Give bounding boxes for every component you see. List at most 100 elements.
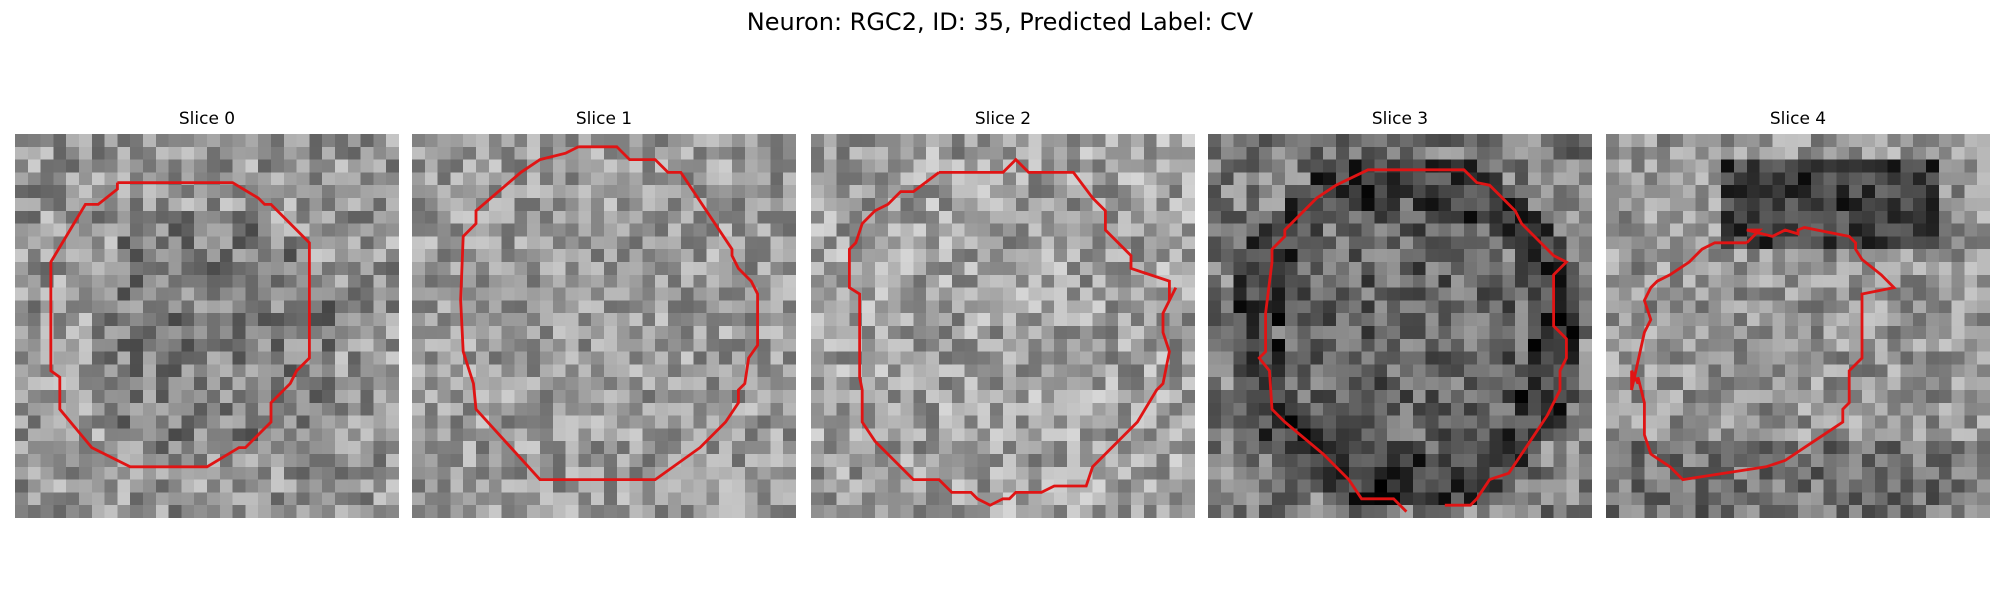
pixel-cell: [1425, 428, 1439, 442]
pixel-cell: [79, 300, 93, 314]
pixel-cell: [668, 300, 682, 314]
pixel-cell: [732, 210, 746, 224]
pixel-cell: [823, 441, 837, 455]
pixel-cell: [1208, 390, 1222, 404]
pixel-cell: [1849, 223, 1863, 237]
pixel-cell: [143, 159, 157, 173]
pixel-cell: [1926, 313, 1940, 327]
pixel-cell: [591, 223, 605, 237]
pixel-cell: [668, 466, 682, 480]
pixel-cell: [1169, 466, 1183, 480]
pixel-cell: [143, 326, 157, 340]
pixel-cell: [951, 210, 965, 224]
pixel-cell: [476, 377, 490, 391]
pixel-cell: [1631, 223, 1645, 237]
pixel-cell: [514, 377, 528, 391]
pixel-cell: [1566, 377, 1580, 391]
pixel-cell: [53, 428, 67, 442]
pixel-cell: [309, 236, 323, 250]
pixel-cell: [412, 236, 426, 250]
pixel-cell: [1425, 454, 1439, 468]
pixel-cell: [1438, 300, 1452, 314]
pixel-cell: [811, 441, 825, 455]
pixel-cell: [913, 351, 927, 365]
pixel-cell: [194, 185, 208, 199]
pixel-cell: [412, 428, 426, 442]
pixel-cell: [1823, 479, 1837, 493]
pixel-cell: [66, 479, 80, 493]
pixel-cell: [1823, 338, 1837, 352]
pixel-cell: [1618, 505, 1632, 518]
pixel-cell: [1938, 377, 1952, 391]
pixel-cell: [823, 492, 837, 506]
pixel-cell: [347, 479, 361, 493]
pixel-cell: [951, 454, 965, 468]
pixel-cell: [1208, 185, 1222, 199]
pixel-cell: [117, 159, 131, 173]
pixel-cell: [1451, 236, 1465, 250]
pixel-cell: [1476, 351, 1490, 365]
pixel-cell: [849, 274, 863, 288]
pixel-cell: [1682, 172, 1696, 186]
pixel-cell: [373, 454, 387, 468]
pixel-cell: [1657, 428, 1671, 442]
pixel-cell: [155, 210, 169, 224]
pixel-cell: [347, 351, 361, 365]
pixel-cell: [1502, 402, 1516, 416]
pixel-cell: [463, 492, 477, 506]
pixel-cell: [706, 249, 720, 263]
pixel-cell: [1438, 210, 1452, 224]
pixel-cell: [501, 210, 515, 224]
pixel-cell: [744, 198, 758, 212]
pixel-cell: [1951, 428, 1965, 442]
pixel-cell: [1682, 313, 1696, 327]
pixel-cell: [1143, 274, 1157, 288]
pixel-cell: [706, 351, 720, 365]
pixel-cell: [1862, 454, 1876, 468]
pixel-cell: [1644, 146, 1658, 160]
pixel-cell: [616, 454, 630, 468]
pixel-cell: [1348, 313, 1362, 327]
pixel-cell: [1092, 441, 1106, 455]
pixel-cell: [309, 198, 323, 212]
pixel-cell: [309, 134, 323, 148]
pixel-cell: [591, 428, 605, 442]
pixel-cell: [1438, 338, 1452, 352]
pixel-cell: [130, 466, 144, 480]
pixel-cell: [655, 300, 669, 314]
pixel-cell: [1476, 377, 1490, 391]
pixel-cell: [1297, 262, 1311, 276]
pixel-cell: [1926, 390, 1940, 404]
pixel-cell: [1836, 249, 1850, 263]
pixel-cell: [1657, 415, 1671, 429]
pixel-cell: [1900, 236, 1914, 250]
pixel-cell: [1246, 351, 1260, 365]
pixel-cell: [1131, 172, 1145, 186]
pixel-cell: [836, 134, 850, 148]
pixel-cell: [258, 159, 272, 173]
pixel-cell: [1951, 326, 1965, 340]
pixel-cell: [1169, 159, 1183, 173]
pixel-cell: [1606, 159, 1620, 173]
pixel-cell: [79, 134, 93, 148]
pixel-cell: [1721, 351, 1735, 365]
pixel-cell: [66, 402, 80, 416]
pixel-cell: [1836, 313, 1850, 327]
pixel-cell: [1387, 441, 1401, 455]
pixel-cell: [951, 377, 965, 391]
pixel-cell: [926, 210, 940, 224]
pixel-cell: [27, 466, 41, 480]
pixel-cell: [1579, 262, 1592, 276]
pixel-cell: [680, 146, 694, 160]
pixel-cell: [501, 428, 515, 442]
pixel-cell: [1374, 223, 1388, 237]
pixel-cell: [604, 134, 618, 148]
pixel-cell: [578, 338, 592, 352]
pixel-cell: [360, 479, 374, 493]
pixel-cell: [1746, 428, 1760, 442]
pixel-cell: [836, 338, 850, 352]
pixel-cell: [1631, 479, 1645, 493]
pixel-cell: [1977, 390, 1990, 404]
pixel-cell: [1425, 287, 1439, 301]
pixel-cell: [1336, 454, 1350, 468]
